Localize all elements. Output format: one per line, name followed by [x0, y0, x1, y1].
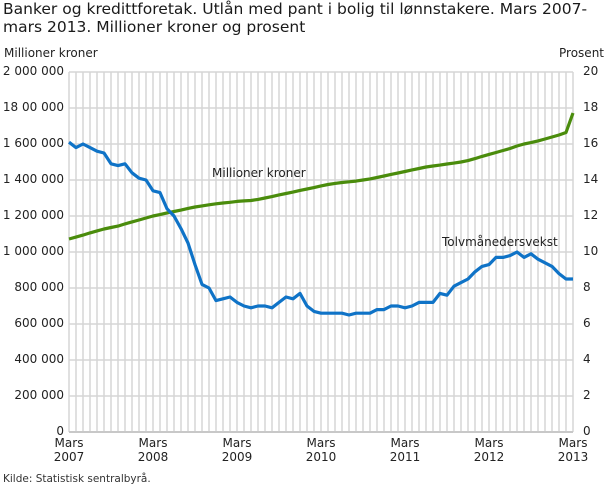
- y-tick-left: 1 000 000: [2, 244, 64, 258]
- series-label-millioner-kroner: Millioner kroner: [212, 166, 306, 180]
- y-tick-right: 18: [583, 100, 599, 114]
- y-tick-left: 200 000: [14, 388, 64, 402]
- x-tick: Mars 2011: [389, 436, 421, 464]
- right-axis-caption: Prosent: [559, 46, 604, 60]
- y-tick-right: 20: [583, 64, 599, 78]
- chart-title-line-2: mars 2013. Millioner kroner og prosent: [3, 18, 306, 36]
- x-tick: Mars 2007: [53, 436, 85, 464]
- series-label-tolvmanedersvekst: Tolvmånedersvekst: [442, 235, 558, 249]
- y-tick-right: 2: [583, 388, 591, 402]
- y-tick-right: 12: [583, 208, 599, 222]
- y-tick-right: 16: [583, 136, 599, 150]
- y-tick-left: 1 200 000: [2, 208, 64, 222]
- y-tick-left: 1 400 000: [2, 172, 64, 186]
- y-tick-left: 0: [56, 424, 64, 438]
- x-tick: Mars 2010: [305, 436, 337, 464]
- chart-title: Banker og kredittforetak. Utlån med pant…: [3, 0, 608, 36]
- left-axis-caption: Millioner kroner: [4, 46, 98, 60]
- series-line-tolvmanedersvekst: [68, 140, 573, 317]
- x-tick: Mars 2008: [137, 436, 169, 464]
- series-line-millioner-kroner: [68, 112, 575, 241]
- y-tick-left: 600 000: [14, 316, 64, 330]
- y-tick-left: 2 000 000: [2, 64, 64, 78]
- y-tick-left: 800 000: [14, 280, 64, 294]
- y-tick-left: 400 000: [14, 352, 64, 366]
- y-tick-left: 1 600 000: [2, 136, 64, 150]
- y-tick-right: 10: [583, 244, 599, 258]
- x-tick: Mars 2009: [221, 436, 253, 464]
- y-tick-right: 4: [583, 352, 591, 366]
- x-tick: Mars 2012: [473, 436, 505, 464]
- y-tick-right: 0: [583, 424, 591, 438]
- y-tick-right: 6: [583, 316, 591, 330]
- x-tick: Mars 2013: [557, 436, 589, 464]
- y-tick-left: 18 00 000: [2, 100, 64, 114]
- source-note: Kilde: Statistisk sentralbyrå.: [3, 473, 151, 485]
- y-tick-right: 8: [583, 280, 591, 294]
- chart-title-line-1: Banker og kredittforetak. Utlån med pant…: [3, 0, 588, 18]
- y-tick-right: 14: [583, 172, 599, 186]
